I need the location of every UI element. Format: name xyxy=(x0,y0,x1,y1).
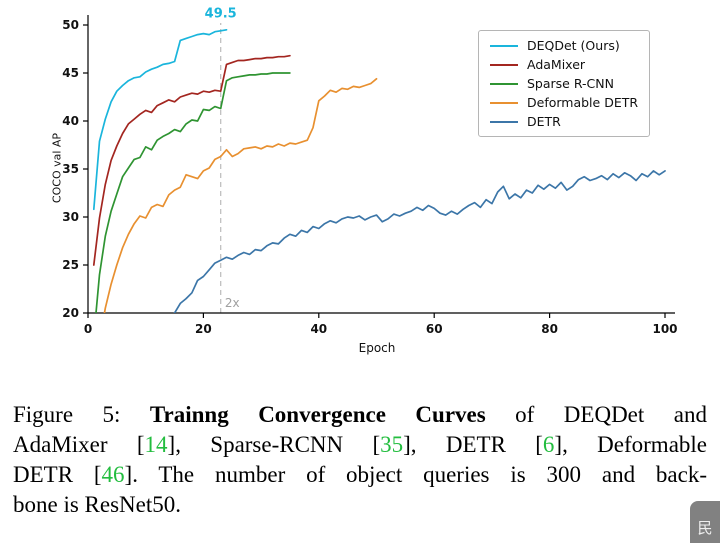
legend-swatch xyxy=(490,63,518,66)
peak-ap-label: 49.5 xyxy=(205,6,237,21)
caption-text: ], Sparse-RCNN [ xyxy=(167,432,381,457)
figure-5-chart: 0 20 40 60 80 100 20 25 30 35 40 45 50 49.5 2x COCO va… xyxy=(50,6,678,355)
y-tick-label: 20 xyxy=(62,306,79,320)
y-tick-label: 25 xyxy=(62,258,79,272)
x-tick-label: 0 xyxy=(84,322,92,336)
caption-text: AdaMixer [ xyxy=(13,432,145,457)
caption-text: ], DETR [ xyxy=(403,432,543,457)
legend-swatch xyxy=(490,120,518,123)
legend-label: Deformable DETR xyxy=(527,95,639,110)
legend-item: Deformable DETR xyxy=(490,95,638,110)
caption-line: DETR [46]. The number of object queries … xyxy=(13,460,707,490)
legend-swatch xyxy=(490,101,518,104)
y-tick-label: 35 xyxy=(62,162,79,176)
chart-legend: DEQDet (Ours) AdaMixer Sparse R-CNN Deforma… xyxy=(478,30,651,137)
x-tick-label: 60 xyxy=(426,322,443,336)
caption-text: of DEQDet and xyxy=(485,402,707,427)
citation-number: 6 xyxy=(542,432,555,457)
legend-item: AdaMixer xyxy=(490,57,638,72)
caption-text: ]. The number of object queries is 300 a… xyxy=(124,462,707,487)
convergence-chart: 0 20 40 60 80 100 20 25 30 35 40 45 50 49.5 2x xyxy=(62,6,677,336)
legend-item: DETR xyxy=(490,114,638,129)
citation-number: 35 xyxy=(380,432,404,457)
legend-swatch xyxy=(490,82,518,85)
caption-line: AdaMixer [14], Sparse-RCNN [35], DETR [6… xyxy=(13,430,707,460)
series-line-sparse-r-cnn xyxy=(95,72,291,313)
legend-label: AdaMixer xyxy=(527,57,586,72)
legend-label: DEQDet (Ours) xyxy=(527,38,620,53)
y-tick-label: 50 xyxy=(62,18,79,32)
speedup-label: 2x xyxy=(225,296,240,310)
citation-number: 14 xyxy=(144,432,168,457)
legend-label: DETR xyxy=(527,114,561,129)
legend-item: DEQDet (Ours) xyxy=(490,38,638,53)
figure-caption: Figure 5: Trainng Convergence Curves of … xyxy=(13,400,707,520)
legend-label: Sparse R-CNN xyxy=(527,76,614,91)
caption-bold-text: Trainng Convergence Curves xyxy=(149,402,486,427)
series-line-deqdet-ours xyxy=(92,28,228,211)
y-tick-label: 40 xyxy=(62,114,79,128)
x-tick-label: 40 xyxy=(310,322,327,336)
series-line-detr xyxy=(173,170,666,313)
caption-text: DETR [ xyxy=(13,462,102,487)
x-tick-label: 20 xyxy=(195,322,212,336)
x-tick-label: 100 xyxy=(652,322,677,336)
caption-line: bone is ResNet50. xyxy=(13,490,707,520)
x-tick-label: 80 xyxy=(541,322,558,336)
caption-text: Figure 5: xyxy=(13,402,150,427)
legend-swatch xyxy=(490,44,518,47)
x-axis-label: Epoch xyxy=(358,341,396,355)
citation-number: 46 xyxy=(101,462,125,487)
caption-text: ], Deformable xyxy=(554,432,707,457)
legend-item: Sparse R-CNN xyxy=(490,76,638,91)
series-line-deformable-detr xyxy=(103,77,378,313)
y-tick-label: 45 xyxy=(62,66,79,80)
caption-text: bone is ResNet50. xyxy=(13,492,182,517)
y-tick-label: 30 xyxy=(62,210,79,224)
series-line-adamixer xyxy=(92,54,291,266)
watermark-badge: 民 xyxy=(690,501,720,543)
y-axis-label: COCO val AP xyxy=(50,132,64,204)
caption-line: Figure 5: Trainng Convergence Curves of … xyxy=(13,400,707,430)
